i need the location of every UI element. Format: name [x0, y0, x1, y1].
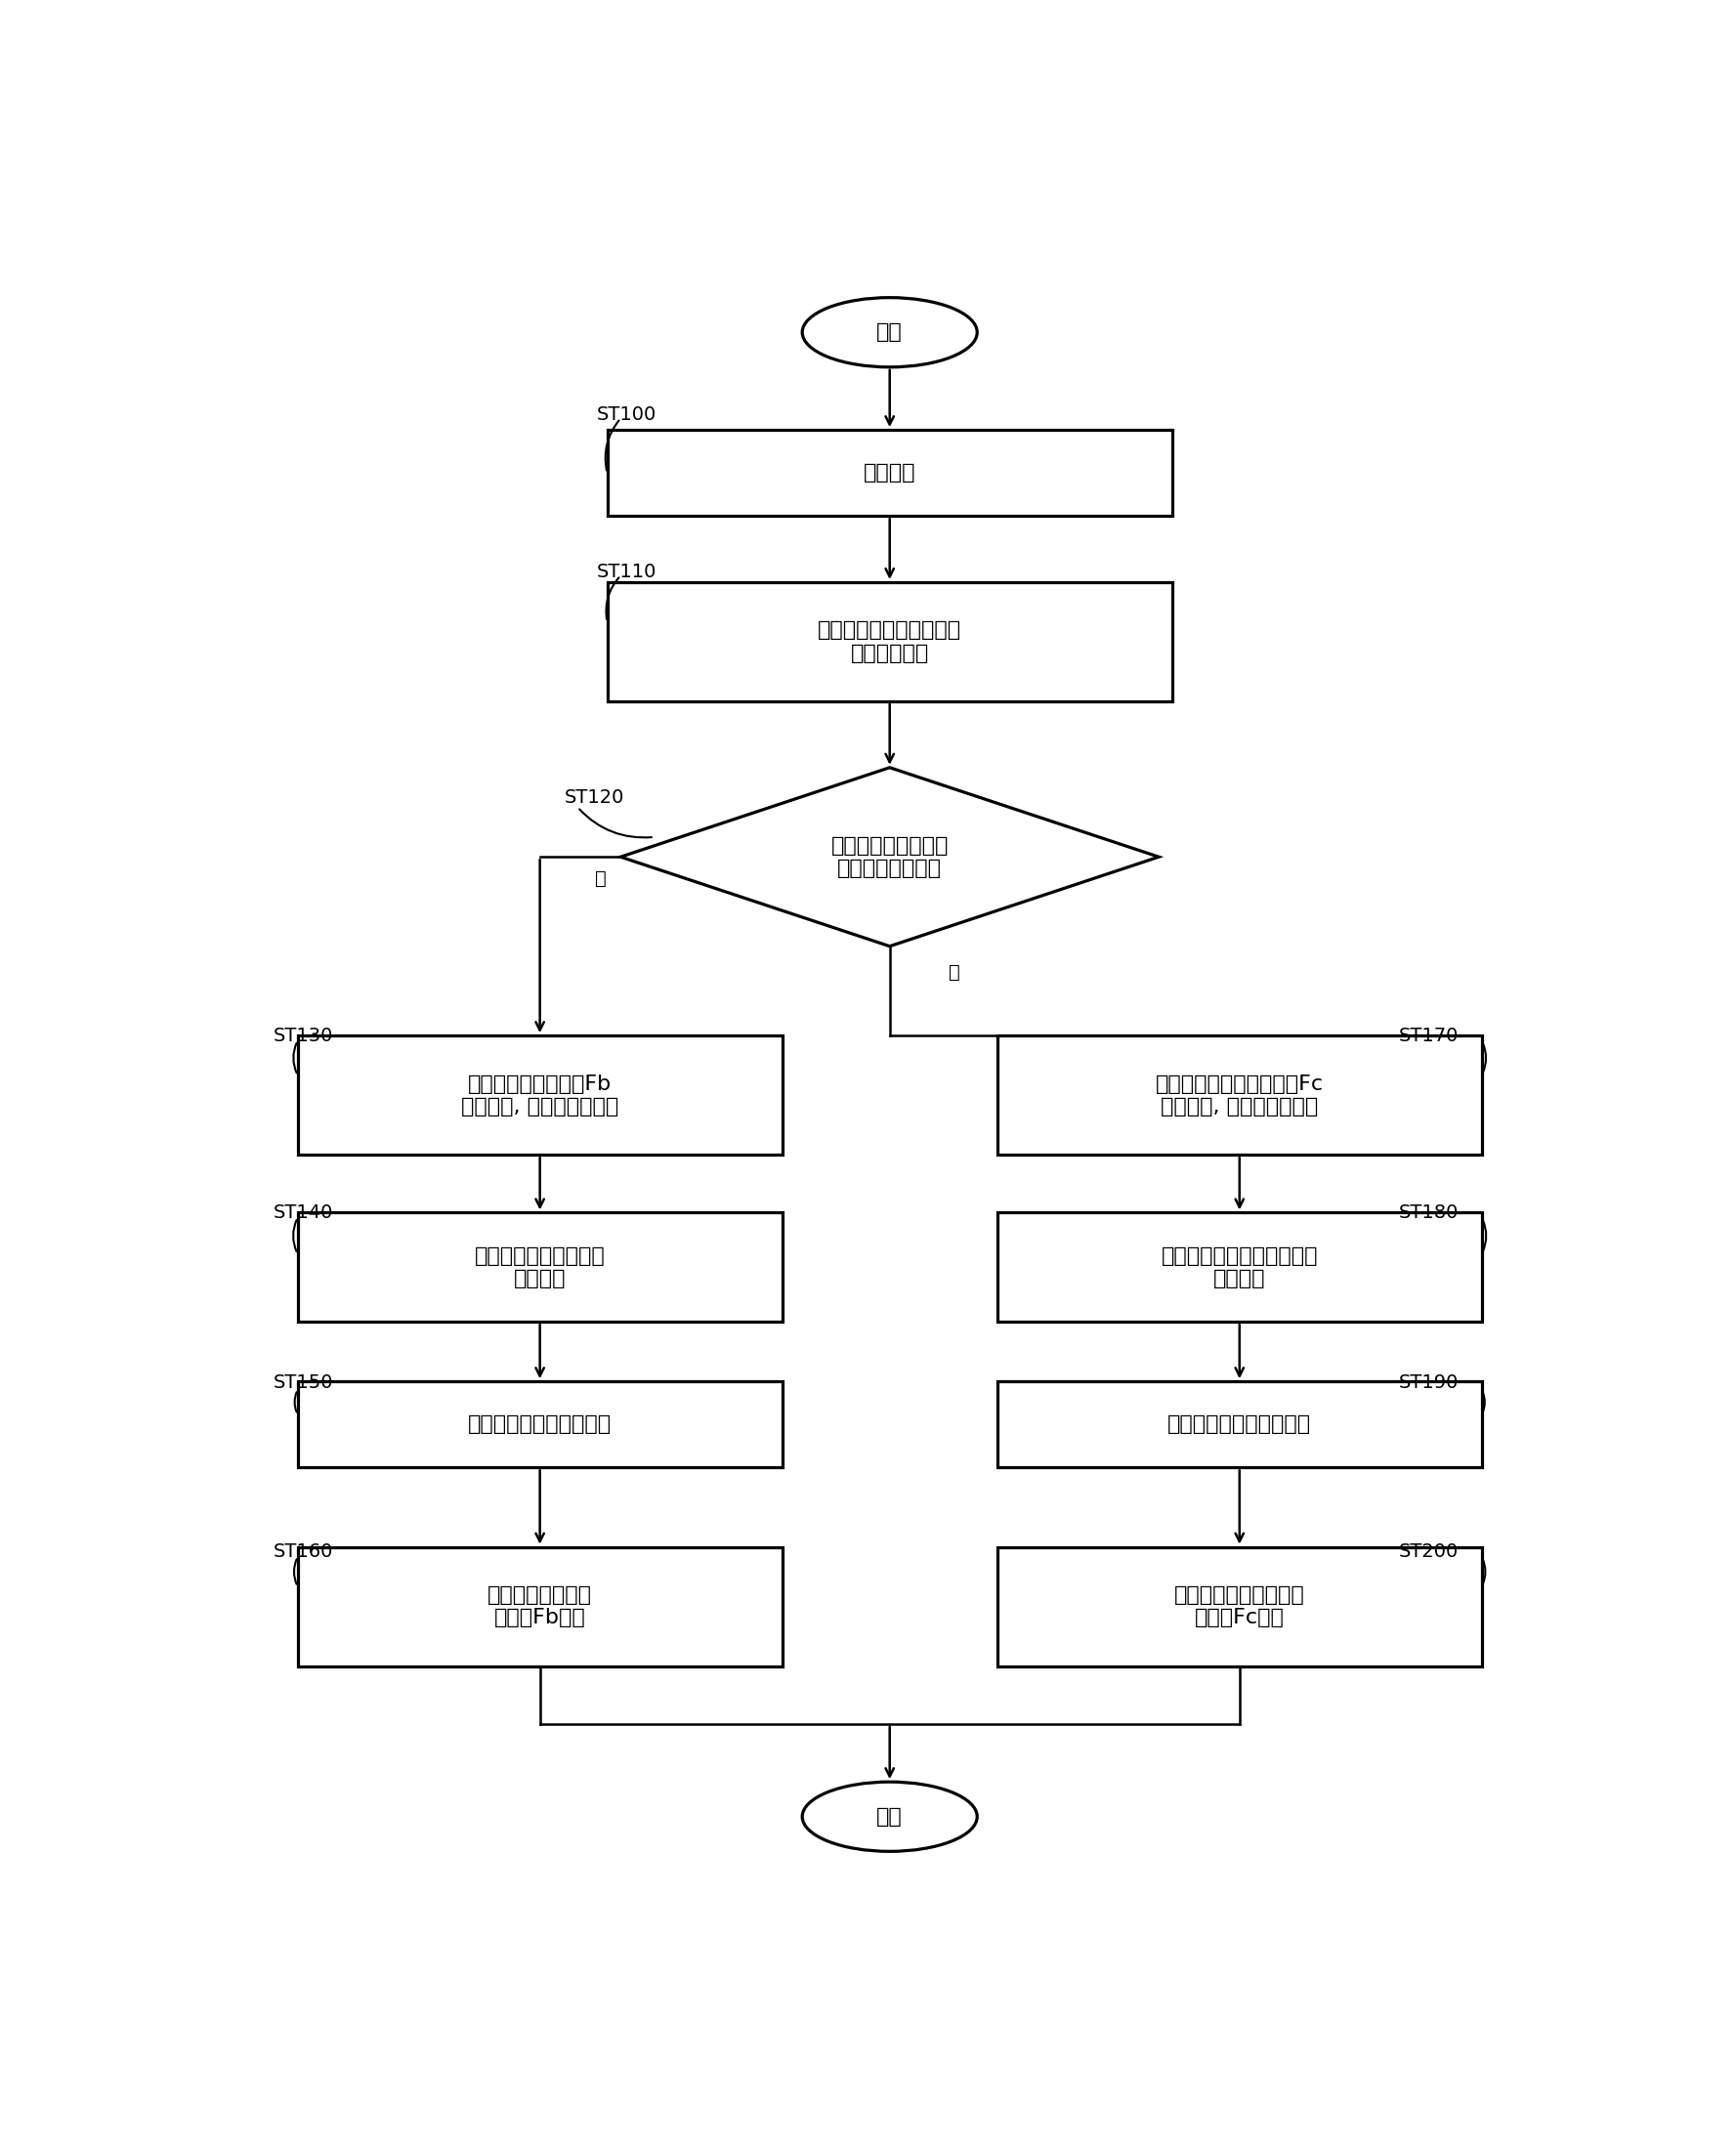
- Text: 记录或者播放光盘的数据: 记录或者播放光盘的数据: [469, 1414, 611, 1433]
- Text: ST170: ST170: [1397, 1027, 1458, 1044]
- Text: ST110: ST110: [597, 563, 656, 582]
- Text: 开始: 开始: [877, 322, 903, 342]
- Text: ST190: ST190: [1397, 1373, 1458, 1393]
- Text: ST180: ST180: [1397, 1203, 1458, 1223]
- Text: 结束: 结束: [877, 1807, 903, 1827]
- Text: ST120: ST120: [564, 789, 623, 806]
- Text: ST150: ST150: [274, 1373, 333, 1393]
- Text: 比较光盘感知信号，
判断是否为裸盘？: 比较光盘感知信号， 判断是否为裸盘？: [832, 836, 948, 879]
- Text: ST160: ST160: [274, 1543, 333, 1560]
- Text: 将裸盘插入到转轴马达
的转盘上: 将裸盘插入到转轴马达 的转盘上: [474, 1246, 606, 1289]
- Text: ST100: ST100: [597, 406, 656, 423]
- Text: 将盒式磁盘插入到转轴马达
的转盘上: 将盒式磁盘插入到转轴马达 的转盘上: [1161, 1246, 1318, 1289]
- Text: ST200: ST200: [1397, 1543, 1458, 1560]
- Text: 否: 否: [948, 963, 960, 982]
- Text: 记录或者播放光盘的数据: 记录或者播放光盘的数据: [1168, 1414, 1311, 1433]
- Text: 就以盒式磁盘载入用的力Fc
驱动托盘, 使其进入系统内: 就以盒式磁盘载入用的力Fc 驱动托盘, 使其进入系统内: [1156, 1074, 1323, 1115]
- Text: 将托盘以盒式磁盘载入
用的力Fc弹出: 将托盘以盒式磁盘载入 用的力Fc弹出: [1174, 1586, 1305, 1627]
- Text: ST130: ST130: [274, 1027, 333, 1044]
- Text: 是: 是: [595, 868, 606, 888]
- Text: 弹出托盘: 弹出托盘: [863, 464, 917, 484]
- Text: 感知插入的光盘为裸盘或
盒式磁盘信号: 感知插入的光盘为裸盘或 盒式磁盘信号: [818, 621, 962, 662]
- Text: 将托盘以裸盘载入
用的力Fb弹出: 将托盘以裸盘载入 用的力Fb弹出: [488, 1586, 592, 1627]
- Text: 就以裸盘载入用的力Fb
驱动托盘, 使其进入系统内: 就以裸盘载入用的力Fb 驱动托盘, 使其进入系统内: [462, 1074, 618, 1115]
- Text: ST140: ST140: [274, 1203, 333, 1223]
